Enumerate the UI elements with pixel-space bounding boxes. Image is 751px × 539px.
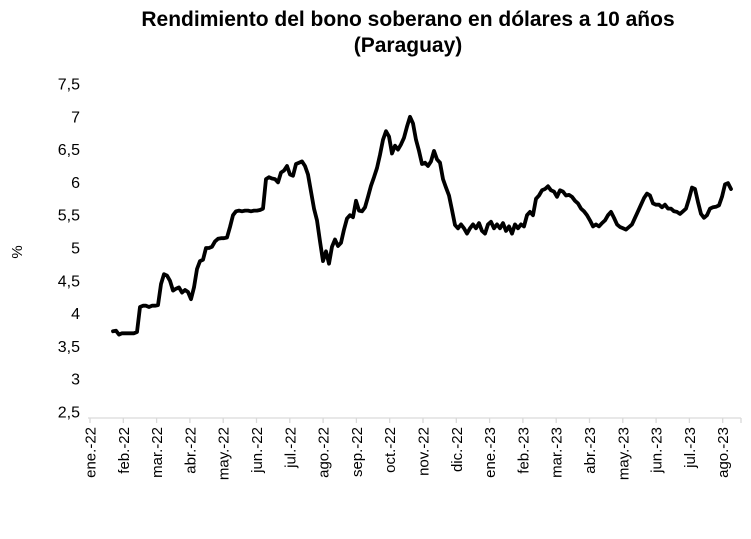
chart-title-line2: (Paraguay) — [353, 34, 463, 57]
y-axis-tick-label: 5 — [71, 241, 80, 258]
x-axis-tick-label: abr.-22 — [182, 427, 199, 474]
y-axis-tick-label: 4,5 — [58, 273, 80, 290]
y-axis-tick-label: 4 — [71, 306, 80, 323]
x-axis-tick-label: jun.-22 — [249, 427, 266, 474]
y-axis-unit-label: % — [9, 245, 26, 258]
x-axis-tick-label: ago.-23 — [715, 427, 732, 478]
x-axis-tick-label: sep.-22 — [349, 427, 366, 477]
x-axis-tick-label: jun.-23 — [649, 427, 666, 474]
x-axis-tick-label: feb.-22 — [116, 427, 133, 474]
x-axis-tick-label: nov.-22 — [416, 427, 433, 476]
x-axis-tick-label: jul.-22 — [282, 427, 299, 469]
x-axis-tick-label: dic.-22 — [449, 427, 466, 472]
x-axis-tick-label: mar.-22 — [149, 427, 166, 478]
x-axis-tick-label: ene.-22 — [83, 427, 100, 478]
x-axis-tick-label: oct.-22 — [382, 427, 399, 473]
x-axis-tick-label: ago.-22 — [316, 427, 333, 478]
x-axis-tick-label: feb.-23 — [515, 427, 532, 474]
y-axis-tick-label: 7 — [71, 109, 80, 126]
x-axis-tick-label: may.-23 — [615, 427, 632, 480]
x-axis-tick-label: may.-22 — [216, 427, 233, 480]
x-axis-tick-label: mar.-23 — [549, 427, 566, 478]
x-axis-tick-label: abr.-23 — [582, 427, 599, 474]
chart-title-line1: Rendimiento del bono soberano en dólares… — [141, 8, 675, 31]
y-axis-tick-label: 3 — [71, 372, 80, 389]
y-axis-tick-label: 7,5 — [58, 77, 80, 94]
y-axis-tick-label: 5,5 — [58, 208, 80, 225]
y-axis-tick-label: 2,5 — [58, 405, 80, 422]
yield-series-line — [111, 114, 733, 337]
x-axis-tick-label: jul.-23 — [682, 427, 699, 469]
x-axis-tick-label: ene.-23 — [482, 427, 499, 478]
y-axis-tick-label: 6,5 — [58, 142, 80, 159]
y-axis-tick-label: 6 — [71, 175, 80, 192]
chart-title: Rendimiento del bono soberano en dólares… — [66, 7, 750, 59]
y-axis-tick-label: 3,5 — [58, 339, 80, 356]
